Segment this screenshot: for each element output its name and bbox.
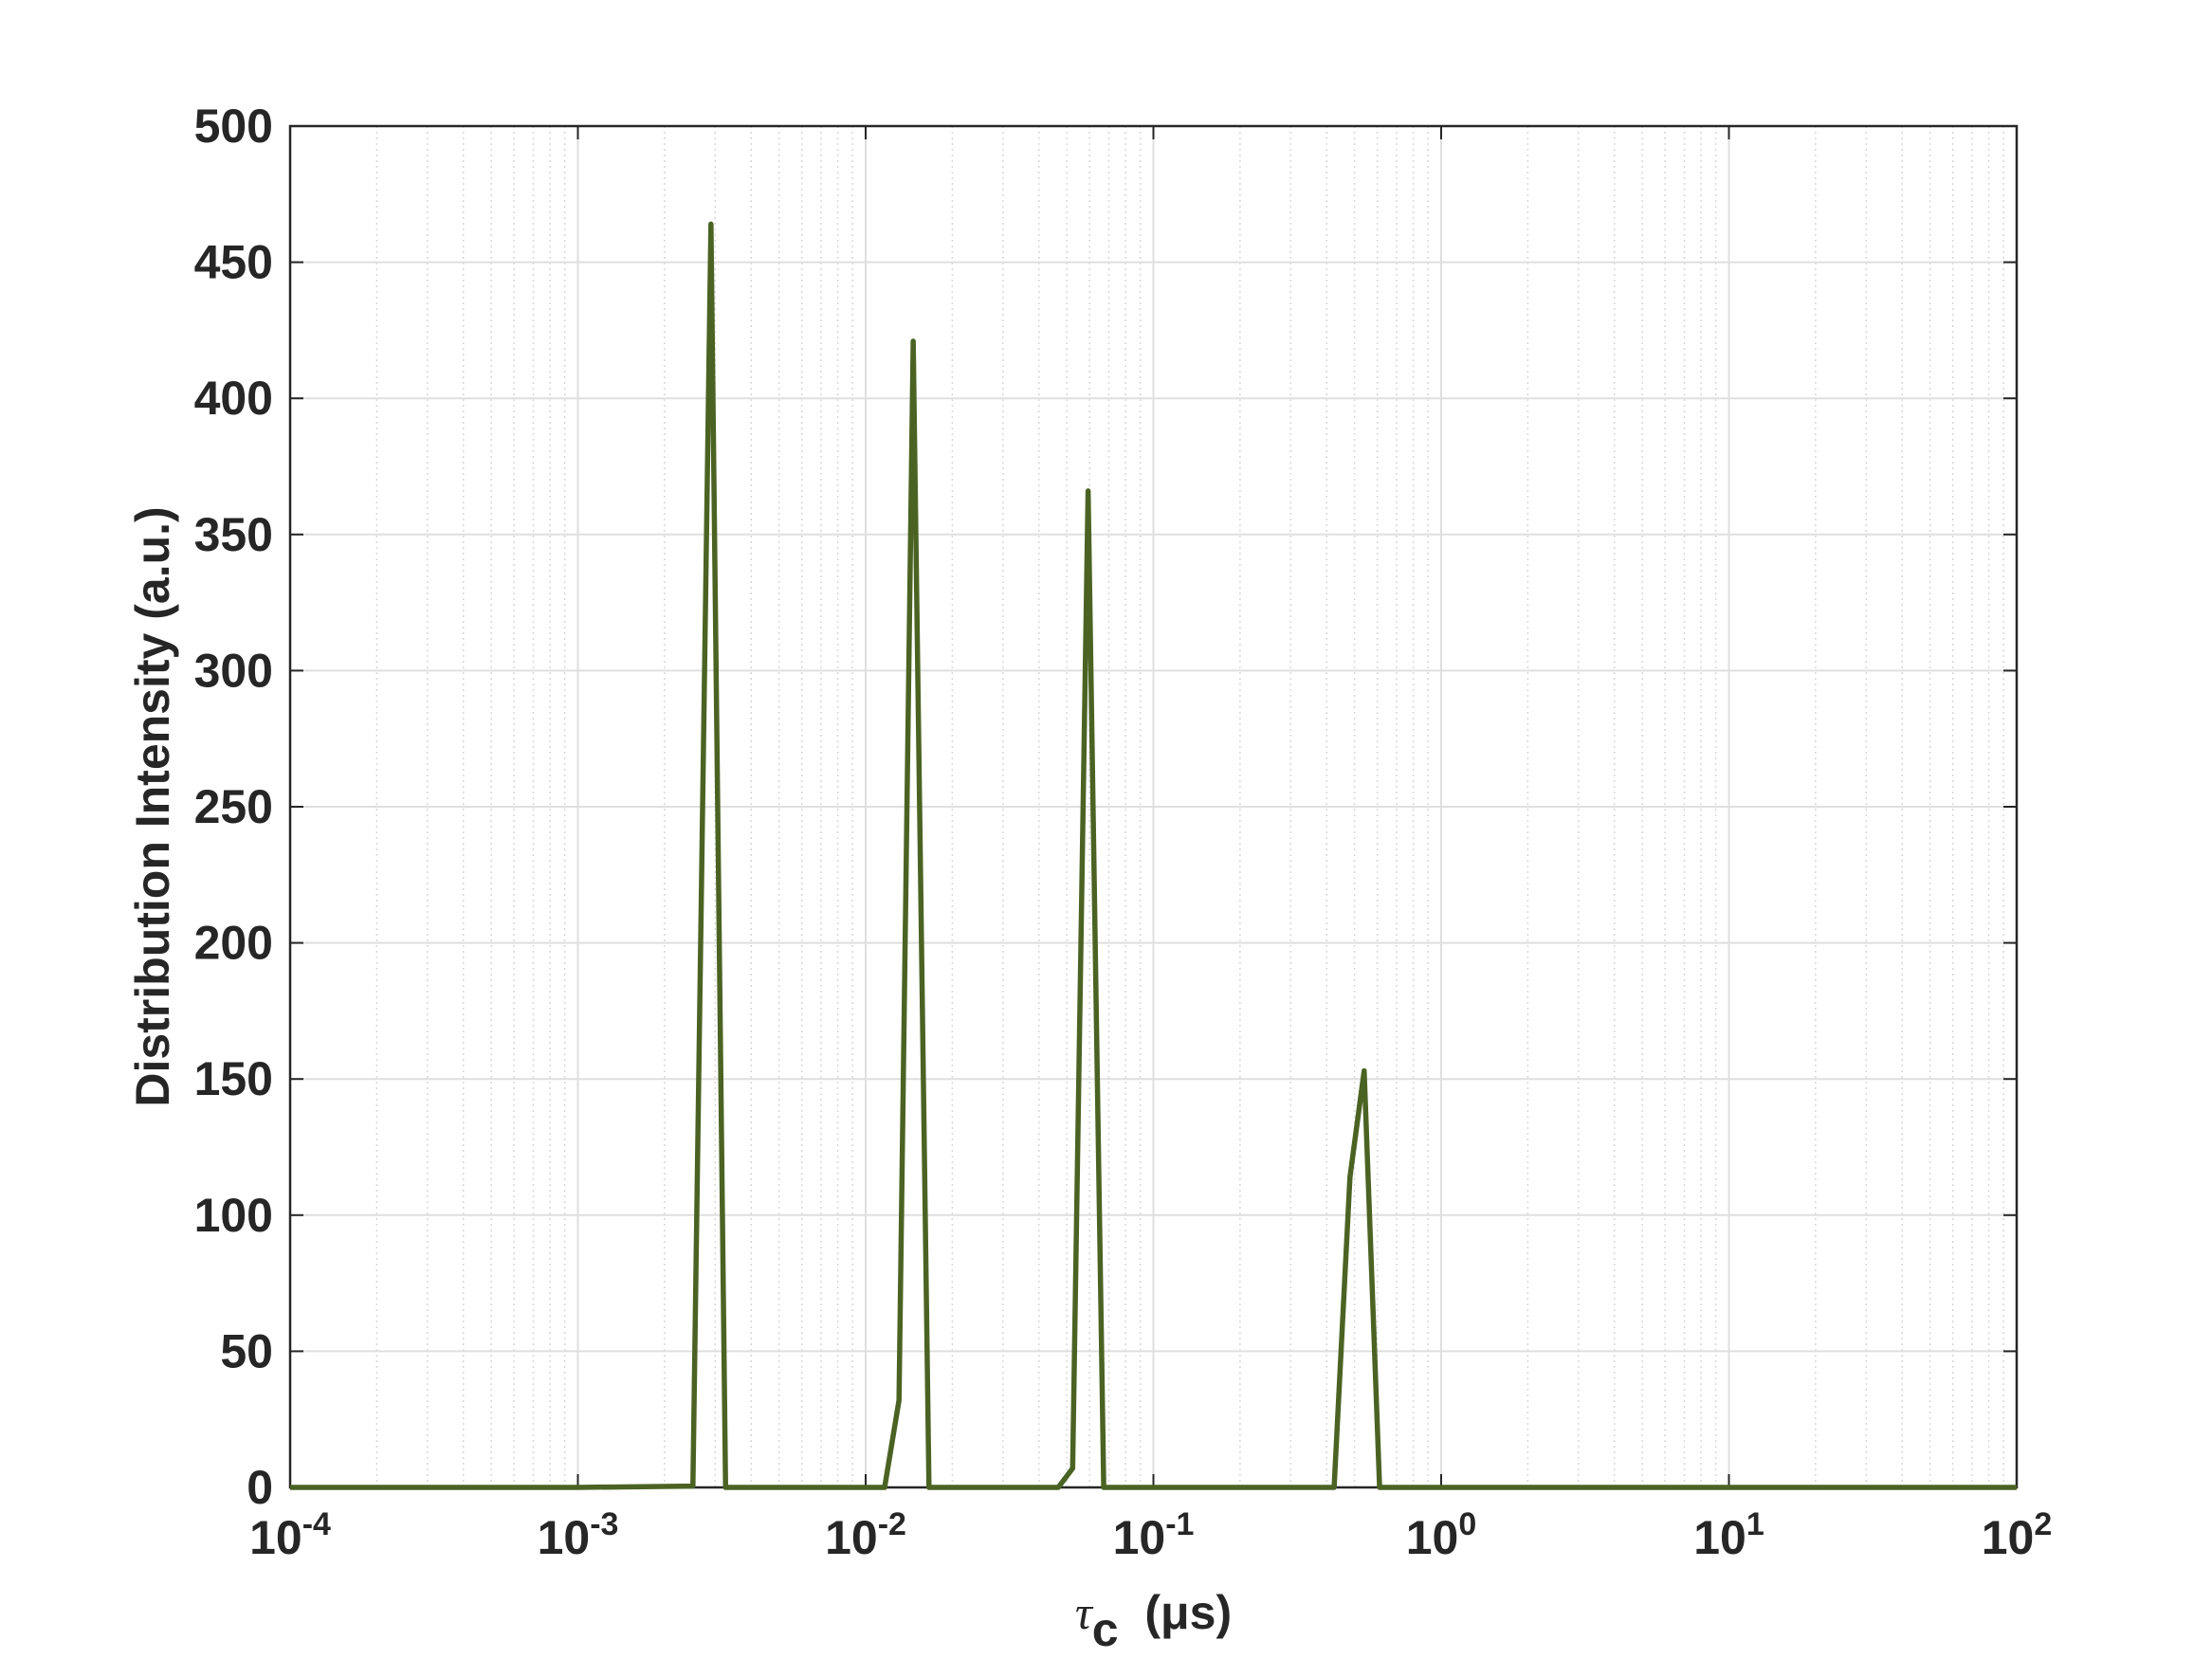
y-axis-label: Distribution Intensity (a.u.) — [126, 506, 179, 1106]
y-tick-label: 200 — [194, 917, 273, 970]
x-axis-label: τc (μs) — [1075, 1586, 1232, 1656]
y-tick-label: 400 — [194, 372, 273, 425]
y-tick-label: 450 — [194, 236, 273, 289]
y-tick-label: 50 — [220, 1324, 273, 1377]
x-tick-label: 100 — [1406, 1506, 1477, 1564]
y-tick-label: 350 — [194, 508, 273, 561]
x-tick-label: 10-2 — [825, 1506, 906, 1564]
y-tick-label: 250 — [194, 780, 273, 833]
x-tick-label: 10-4 — [249, 1506, 331, 1564]
y-tick-label: 300 — [194, 644, 273, 697]
y-tick-label: 500 — [194, 100, 273, 153]
data-line — [290, 221, 2017, 1490]
x-tick-label: 10-1 — [1113, 1506, 1195, 1564]
x-tick-label: 102 — [1982, 1506, 2053, 1564]
y-tick-label: 100 — [194, 1189, 273, 1242]
y-tick-label: 150 — [194, 1052, 273, 1105]
x-tick-label: 101 — [1693, 1506, 1764, 1564]
x-tick-label: 10-3 — [538, 1506, 619, 1564]
y-tick-label: 0 — [247, 1461, 273, 1514]
